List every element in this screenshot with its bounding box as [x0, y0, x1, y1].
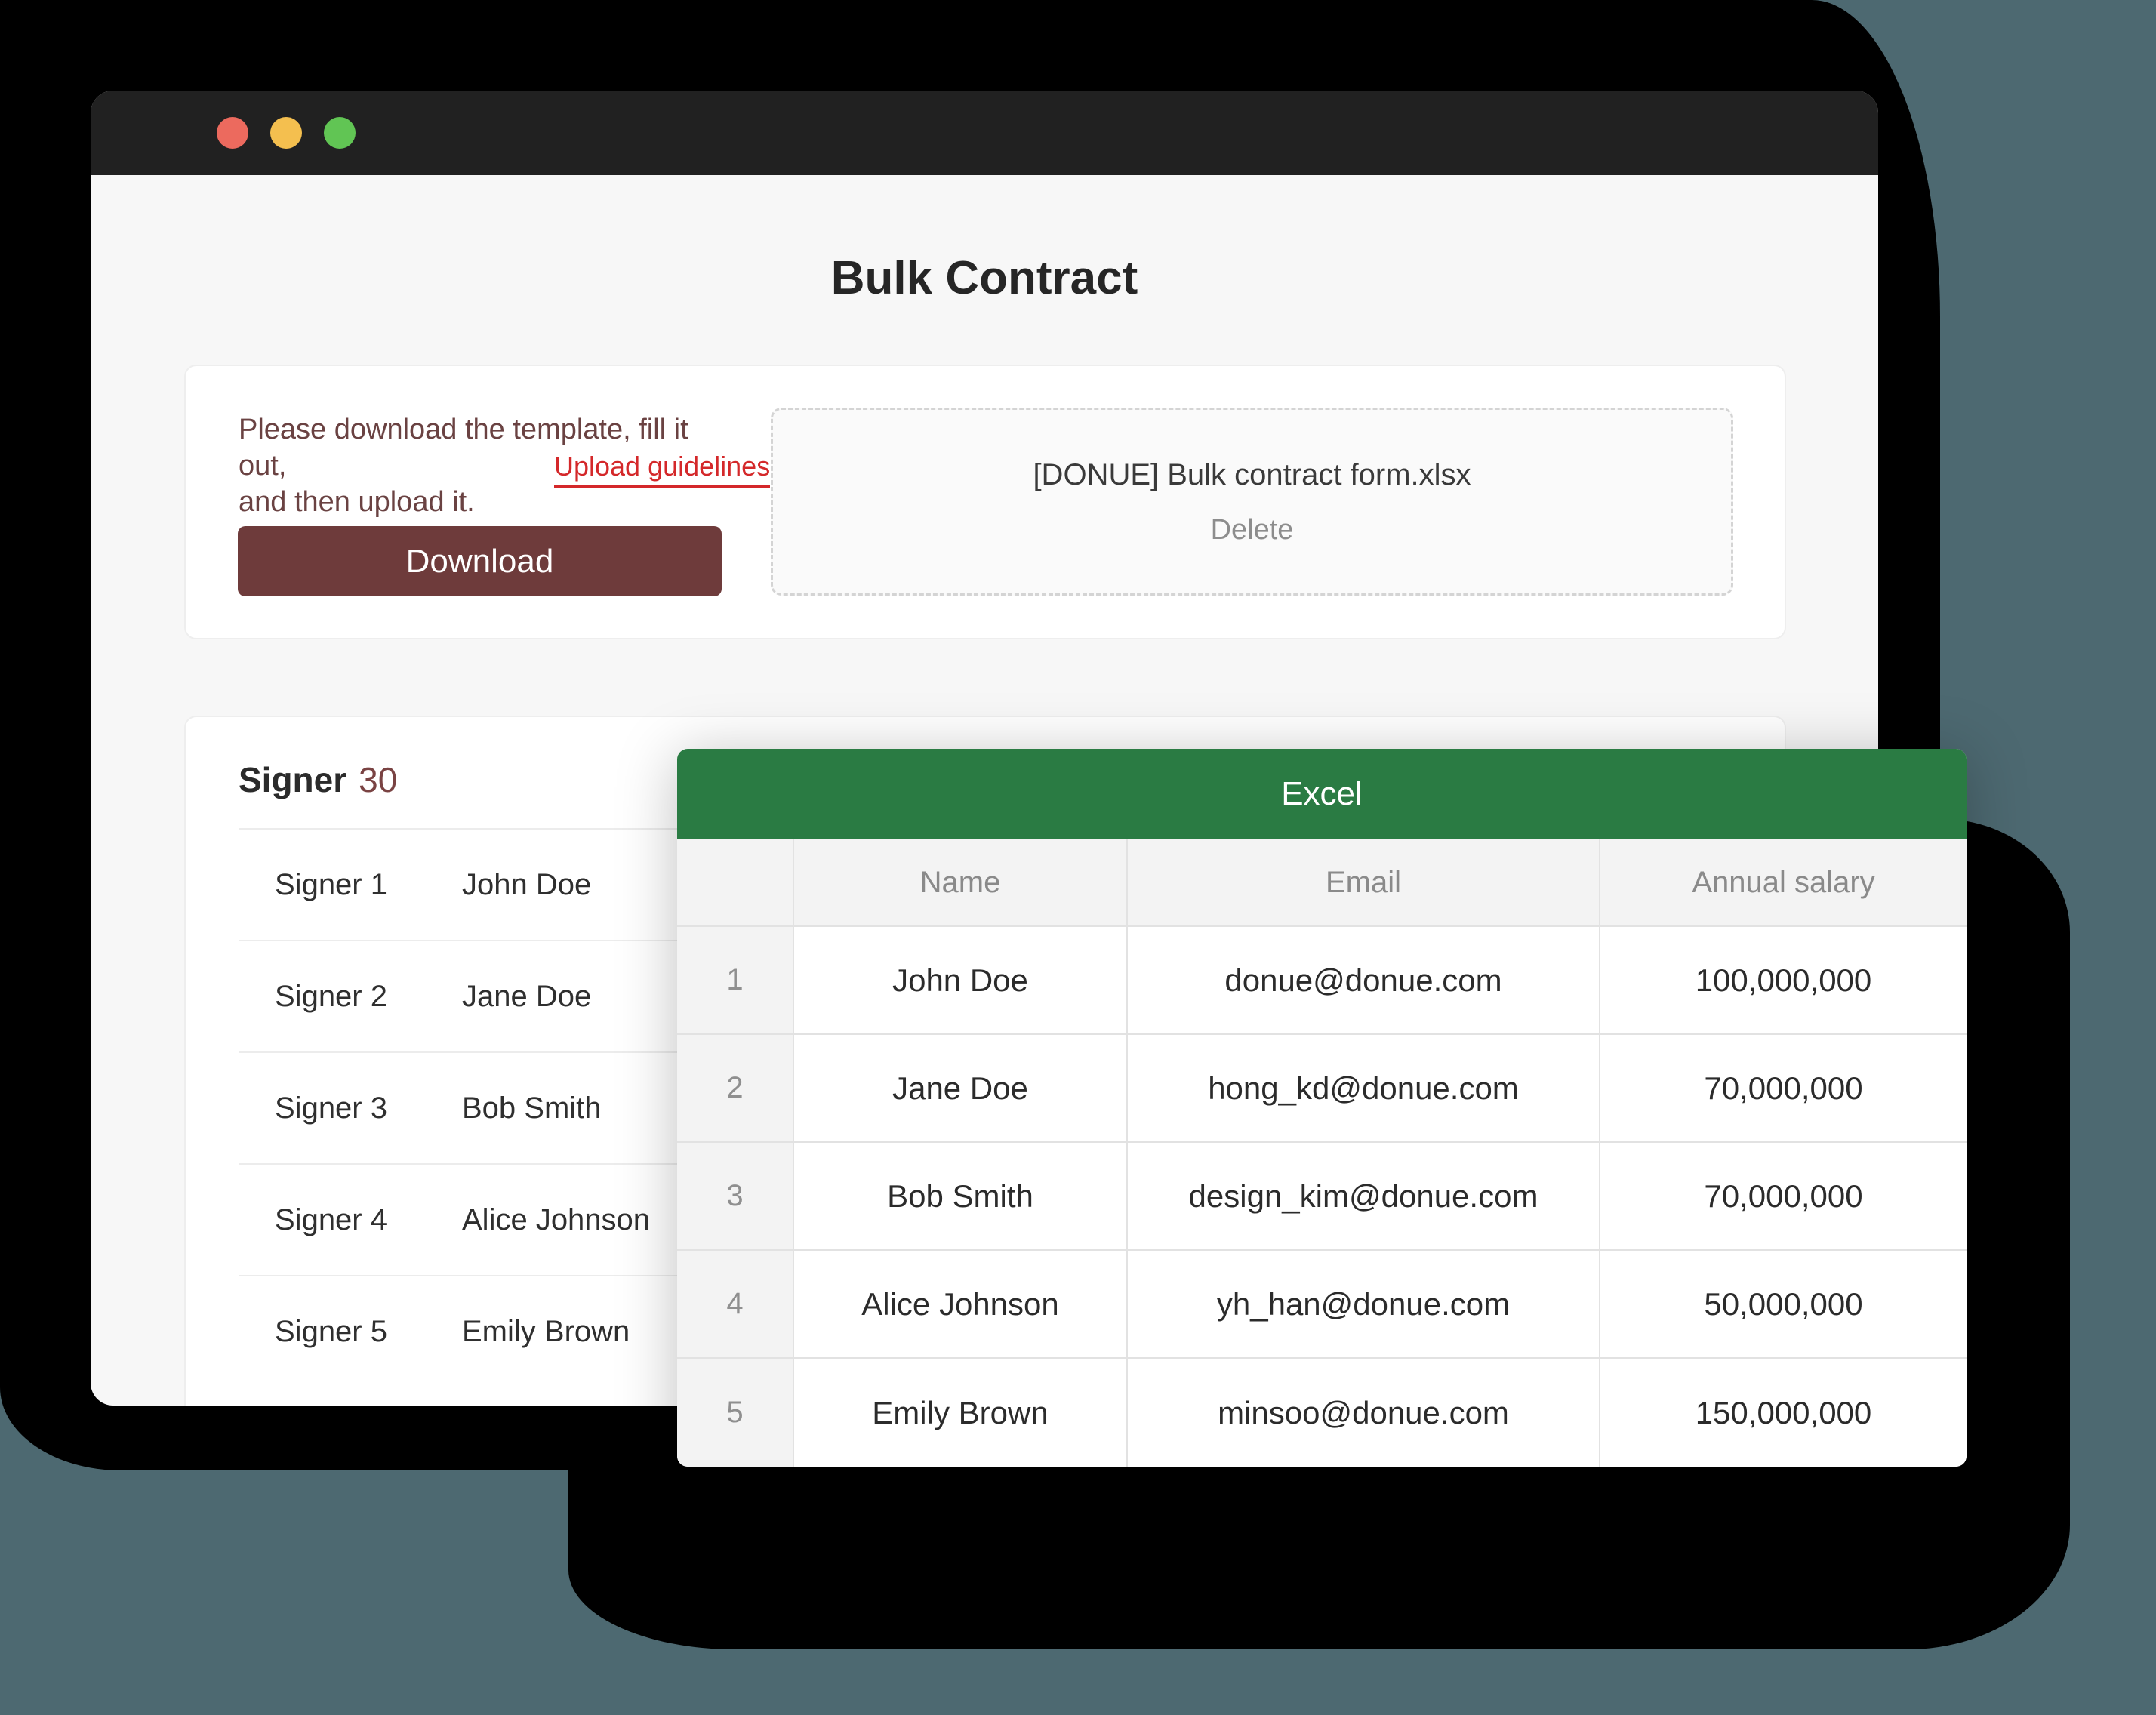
- excel-cell-email: hong_kd@donue.com: [1128, 1035, 1600, 1143]
- upload-instructions-line1: Please download the template, fill it ou…: [239, 414, 688, 482]
- upload-section: Please download the template, fill it ou…: [184, 365, 1786, 639]
- upload-guidelines-link[interactable]: Upload guidelines: [554, 451, 771, 488]
- excel-col-header-name: Name: [794, 839, 1128, 927]
- excel-cell-email: yh_han@donue.com: [1128, 1251, 1600, 1359]
- signer-row: Signer 5 Emily Brown: [239, 1275, 1735, 1387]
- excel-cell-salary: 70,000,000: [1600, 1035, 1967, 1143]
- minimize-button[interactable]: [270, 117, 302, 149]
- signer-heading-label: Signer: [239, 760, 347, 799]
- excel-cell-name: Bob Smith: [794, 1143, 1128, 1251]
- signer-row-label: Signer 2: [275, 979, 387, 1013]
- excel-row-number: 4: [677, 1251, 794, 1359]
- page-title: Bulk Contract: [830, 252, 1138, 304]
- excel-cell-email: minsoo@donue.com: [1128, 1359, 1600, 1467]
- signer-heading: Signer 30: [239, 759, 397, 800]
- excel-cell-name: John Doe: [794, 927, 1128, 1035]
- excel-cell-email: design_kim@donue.com: [1128, 1143, 1600, 1251]
- excel-cell-salary: 100,000,000: [1600, 927, 1967, 1035]
- excel-col-header-salary: Annual salary: [1600, 839, 1967, 927]
- zoom-button[interactable]: [324, 117, 356, 149]
- excel-data-row: 5 Emily Brown minsoo@donue.com 150,000,0…: [677, 1359, 1967, 1467]
- excel-data-row: 1 John Doe donue@donue.com 100,000,000: [677, 927, 1967, 1035]
- signer-row-name: Emily Brown: [462, 1314, 630, 1348]
- excel-row-number: 5: [677, 1359, 794, 1467]
- excel-row-number: 2: [677, 1035, 794, 1143]
- signer-row-name: John Doe: [462, 867, 592, 901]
- excel-data-row: 2 Jane Doe hong_kd@donue.com 70,000,000: [677, 1035, 1967, 1143]
- excel-row-number: 3: [677, 1143, 794, 1251]
- excel-cell-name: Alice Johnson: [794, 1251, 1128, 1359]
- file-dropzone[interactable]: [DONUE] Bulk contract form.xlsx Delete: [771, 408, 1733, 596]
- download-template-button[interactable]: Download: [238, 526, 722, 596]
- signer-row-label: Signer 4: [275, 1202, 387, 1236]
- excel-cell-name: Jane Doe: [794, 1035, 1128, 1143]
- excel-row-number: 1: [677, 927, 794, 1035]
- excel-header-row: Name Email Annual salary: [677, 839, 1967, 927]
- excel-preview-panel: Excel Name Email Annual salary 1 John Do…: [677, 749, 1967, 1467]
- signer-row-name: Jane Doe: [462, 979, 592, 1013]
- signer-row-name: Alice Johnson: [462, 1202, 651, 1236]
- excel-corner-cell: [677, 839, 794, 927]
- excel-cell-salary: 150,000,000: [1600, 1359, 1967, 1467]
- delete-file-button[interactable]: Delete: [1210, 514, 1294, 546]
- uploaded-file-name: [DONUE] Bulk contract form.xlsx: [1033, 458, 1471, 491]
- upload-instructions: Please download the template, fill it ou…: [239, 411, 737, 520]
- excel-data-row: 4 Alice Johnson yh_han@donue.com 50,000,…: [677, 1251, 1967, 1359]
- excel-cell-salary: 70,000,000: [1600, 1143, 1967, 1251]
- signer-row-label: Signer 1: [275, 867, 387, 901]
- signer-row-label: Signer 3: [275, 1091, 387, 1125]
- excel-cell-name: Emily Brown: [794, 1359, 1128, 1467]
- upload-instructions-line2: and then upload it.: [239, 486, 475, 518]
- excel-col-header-email: Email: [1128, 839, 1600, 927]
- excel-cell-email: donue@donue.com: [1128, 927, 1600, 1035]
- excel-panel-title: Excel: [677, 749, 1967, 839]
- signer-row-name: Bob Smith: [462, 1091, 602, 1125]
- close-button[interactable]: [217, 117, 248, 149]
- excel-cell-salary: 50,000,000: [1600, 1251, 1967, 1359]
- signer-list: Signer 1 John Doe Signer 2 Jane Doe Sign…: [239, 828, 1735, 1387]
- window-titlebar: [91, 91, 1878, 175]
- signer-count-badge: 30: [359, 760, 398, 799]
- excel-data-row: 3 Bob Smith design_kim@donue.com 70,000,…: [677, 1143, 1967, 1251]
- signer-row-label: Signer 5: [275, 1314, 387, 1348]
